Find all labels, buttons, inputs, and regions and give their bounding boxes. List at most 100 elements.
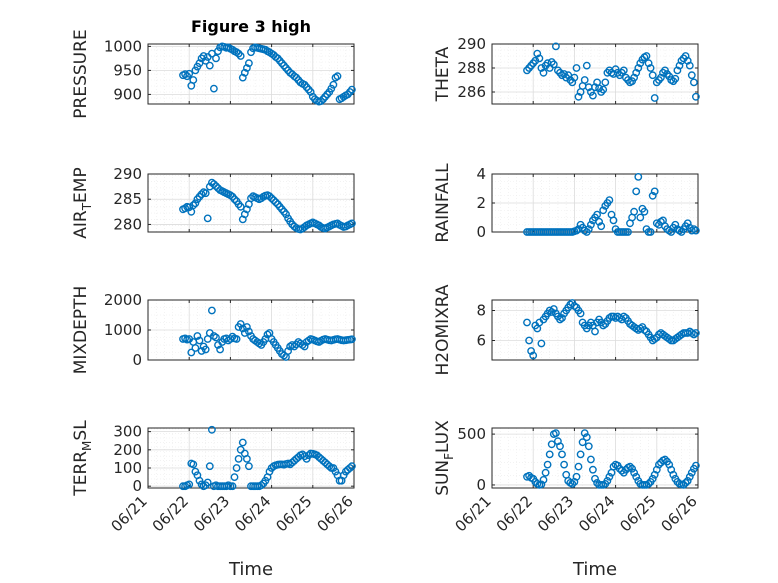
y-axis-label: TERRMSL [71, 420, 94, 497]
data-point [648, 474, 657, 483]
data-point [690, 330, 698, 339]
data-point [572, 472, 581, 481]
x-tick-label: 06/22 [149, 492, 192, 535]
y-tick-label: 0 [476, 476, 486, 494]
data-point [197, 347, 206, 355]
data-point [345, 464, 354, 472]
x-tick-label: 06/23 [534, 492, 577, 535]
y-axis-label-tail: SL [71, 420, 91, 441]
panel-air-temp: 280 285 290 AIRTEMP [71, 165, 356, 239]
y-tick-label: 1000 [104, 37, 142, 55]
data-point [642, 52, 651, 60]
y-tick-label: 950 [113, 61, 142, 79]
y-tick-label: 8 [476, 302, 486, 320]
data-point [576, 309, 585, 318]
data-point [587, 455, 595, 464]
data-point [547, 440, 556, 449]
data-point [290, 342, 299, 351]
axis-frame [491, 427, 699, 489]
data-point [205, 61, 214, 70]
y-axis-label: THETA [433, 46, 453, 102]
data-point [640, 207, 649, 216]
data-point [687, 468, 696, 477]
y-tick-label: 2000 [104, 291, 142, 309]
data-point [212, 54, 220, 63]
y-tick-label: 0 [132, 477, 142, 495]
data-point [605, 196, 614, 205]
y-tick-label: 290 [113, 165, 142, 183]
data-point [655, 460, 663, 469]
data-point [212, 333, 220, 342]
data-point [543, 460, 552, 469]
y-tick-label: 290 [457, 35, 486, 53]
x-tick-label: 06/25 [272, 492, 315, 535]
data-point [244, 327, 253, 336]
data-point [232, 464, 241, 472]
data-point [669, 470, 678, 479]
data-point [216, 345, 225, 354]
chart-title: Figure 3 high [191, 17, 311, 36]
data-point [317, 97, 325, 106]
data-point [552, 429, 560, 437]
data-point [201, 56, 210, 65]
data-point [650, 94, 659, 102]
y-tick-label: 200 [113, 441, 142, 459]
data-point [347, 85, 356, 94]
data-point [236, 320, 245, 328]
data-point [644, 59, 653, 68]
y-axis-label-subscript: M [80, 441, 94, 451]
data-point [539, 475, 548, 484]
x-axis-label: Time [572, 559, 617, 580]
data-point [203, 478, 212, 487]
data-point [584, 225, 593, 234]
data-point [189, 76, 198, 84]
data-point [185, 69, 194, 78]
data-point [329, 80, 338, 89]
data-point [599, 206, 608, 215]
data-point [236, 202, 245, 211]
y-tick-label: 280 [113, 215, 142, 233]
data-point [692, 92, 700, 101]
data-point [247, 48, 255, 57]
data-point [181, 70, 190, 79]
y-tick-label: 900 [113, 85, 142, 103]
data-point [601, 78, 610, 87]
y-tick-label: 4 [476, 165, 486, 183]
y-tick-label: 2 [476, 194, 486, 212]
data-point [230, 473, 239, 481]
data-point [619, 66, 628, 75]
data-point [271, 198, 280, 207]
data-point [648, 71, 657, 80]
panel-h2omixra: 6 8 H2OMIXRA [433, 284, 700, 376]
data-point [539, 68, 548, 77]
y-tick-label: 300 [113, 423, 142, 441]
y-tick-label: 0 [476, 223, 486, 241]
panel-pressure: 900 950 1000 PRESSURE Figure 3 high [71, 17, 356, 119]
data-point [582, 433, 591, 442]
data-point [671, 74, 680, 83]
data-point [280, 351, 288, 360]
data-point [207, 306, 216, 315]
data-point [267, 194, 276, 203]
data-point [300, 342, 309, 351]
data-point [535, 54, 544, 63]
data-point [265, 192, 274, 201]
data-point [685, 61, 694, 70]
data-point [523, 318, 531, 327]
data-point [630, 207, 638, 216]
data-point [325, 462, 334, 471]
y-axis-label: RAINFALL [433, 163, 453, 243]
data-point [327, 84, 336, 93]
data-point [624, 228, 632, 236]
data-point [228, 482, 237, 491]
data-point [603, 476, 612, 485]
data-point [599, 85, 608, 94]
data-point [282, 210, 290, 219]
data-point [632, 187, 641, 196]
axis-frame [147, 43, 355, 105]
data-point [549, 60, 558, 69]
data-point [626, 462, 634, 471]
data-point [687, 71, 696, 80]
data-point [580, 429, 589, 437]
y-tick-label: 286 [457, 83, 486, 101]
